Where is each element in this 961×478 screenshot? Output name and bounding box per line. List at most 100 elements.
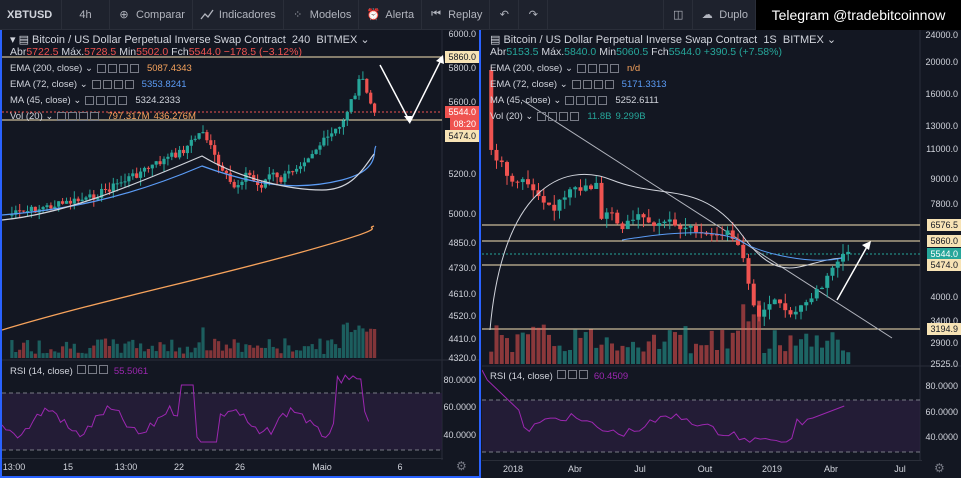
rsi-controls-icon[interactable]: [556, 370, 590, 382]
right-indicator-row[interactable]: Vol (20) ⌄ 11.8B 9.299B: [490, 108, 836, 124]
volume-bar: [189, 352, 193, 358]
collapse-icon[interactable]: ▾ ▤: [10, 34, 33, 46]
price-tick-label: 5200.0: [448, 169, 476, 179]
rsi-tick-label: 40.0000: [443, 430, 476, 440]
volume-bar: [64, 341, 69, 358]
candle-body: [562, 197, 567, 200]
candle-body: [341, 120, 345, 128]
volume-bar: [119, 352, 123, 358]
alert-button[interactable]: ⏰ Alerta: [359, 0, 423, 30]
candle-body: [783, 303, 788, 311]
price-tick-label: 4520.0: [448, 311, 476, 321]
right-indicator-row[interactable]: EMA (200, close) ⌄ n/d: [490, 60, 836, 76]
chevron-down-icon[interactable]: ⌄: [826, 34, 837, 46]
resistance-price-tag: 5860.0: [445, 51, 479, 63]
candle-body: [178, 149, 182, 158]
right-indicator-row[interactable]: MA (45, close) ⌄ 5252.6111: [490, 92, 836, 108]
right-rsi-value: 60.4509: [593, 370, 629, 382]
right-chart-canvas[interactable]: [482, 30, 961, 478]
left-title-row: ▾ ▤ Bitcoin / US Dollar Perpetual Invers…: [10, 33, 370, 46]
indicator-controls-icon[interactable]: [91, 79, 134, 89]
time-tick-label: 2019: [761, 464, 783, 474]
left-indicator-row[interactable]: Vol (20) ⌄ 797.317M 436.276M: [10, 108, 370, 124]
right-chart-panel[interactable]: ▤ Bitcoin / US Dollar Perpetual Inverse …: [482, 30, 961, 478]
volume-bar: [49, 349, 53, 358]
gear-icon[interactable]: ⚙: [934, 461, 945, 475]
ema72-line: [621, 232, 843, 261]
indicators-button[interactable]: Indicadores: [193, 0, 284, 30]
left-indicator-row[interactable]: EMA (200, close) ⌄ 5087.4343: [10, 60, 370, 76]
candle-body: [119, 182, 123, 184]
volume-bar: [673, 332, 677, 364]
price-tick-label: 5600.0: [448, 97, 476, 107]
volume-bar: [322, 353, 326, 358]
candle-body: [33, 206, 37, 213]
indicator-controls-icon[interactable]: [537, 111, 580, 121]
indicator-controls-icon[interactable]: [565, 95, 608, 105]
left-indicator-row[interactable]: EMA (72, close) ⌄ 5353.8241: [10, 76, 370, 92]
candle-body: [154, 161, 158, 165]
candle-body: [96, 197, 100, 200]
volume-bar: [636, 347, 641, 364]
volume-bar: [683, 326, 688, 364]
indicator-controls-icon[interactable]: [571, 79, 614, 89]
indicator-controls-icon[interactable]: [85, 95, 128, 105]
templates-button[interactable]: ⁘ Modelos: [284, 0, 360, 30]
candle-body: [489, 70, 494, 150]
arrow-head: [862, 241, 871, 250]
candle-body: [41, 207, 45, 210]
left-chart-panel[interactable]: ▾ ▤ Bitcoin / US Dollar Perpetual Invers…: [0, 29, 481, 478]
candle-body: [326, 136, 330, 138]
volume-bar: [662, 341, 667, 364]
candle-body: [197, 133, 201, 139]
compare-button[interactable]: ⊕ Comparar: [110, 0, 193, 30]
candle-body: [846, 251, 851, 254]
volume-bar: [345, 322, 349, 358]
ma45-line: [2, 153, 375, 221]
collapse-icon[interactable]: ▤: [490, 34, 504, 46]
left-indicator-row[interactable]: MA (45, close) ⌄ 5324.2333: [10, 92, 370, 108]
volume-bar: [96, 339, 100, 358]
left-time-axis[interactable]: 13:00 15 13:00 22 26 Maio 6: [2, 458, 443, 476]
chevron-down-icon[interactable]: ⌄: [360, 34, 370, 46]
left-symbol-title: Bitcoin / US Dollar Perpetual Inverse Sw…: [32, 34, 286, 46]
candle-body: [25, 211, 30, 213]
volume-bar: [620, 345, 625, 364]
candle-body: [298, 166, 303, 169]
cloud-save-button[interactable]: ☁ Duplo: [693, 0, 756, 30]
candle-body: [334, 128, 338, 134]
undo-button[interactable]: ↶: [490, 0, 520, 30]
candle-body: [142, 167, 147, 172]
indicator-value: 5353.8241: [141, 78, 187, 90]
time-tick-label: Out: [697, 464, 713, 474]
price-tick-label: 5800.0: [448, 63, 476, 73]
rsi-controls-icon[interactable]: [76, 365, 110, 377]
left-price-axis[interactable]: 6000.05800.05600.05400.05200.05000.04850…: [443, 29, 479, 478]
volume-bar: [170, 339, 174, 358]
volume-bar: [604, 337, 609, 364]
replay-button[interactable]: ⏮ Replay: [422, 0, 491, 30]
candle-body: [772, 299, 777, 305]
symbol-search[interactable]: XBTUSD: [0, 0, 62, 30]
right-price-axis[interactable]: 24000.0 20000.0 16000.0 13000.0 11000.0 9000.…: [922, 30, 961, 478]
left-chart-canvas[interactable]: [2, 30, 479, 478]
time-tick-label: Abr: [567, 464, 583, 474]
indicator-controls-icon[interactable]: [576, 63, 619, 73]
volume-bar: [793, 345, 798, 364]
volume-bar: [314, 349, 318, 358]
gear-icon[interactable]: ⚙: [456, 459, 467, 473]
interval-button[interactable]: 4h: [62, 0, 110, 30]
indicator-controls-icon[interactable]: [96, 63, 139, 73]
volume-bar: [568, 349, 572, 364]
candle-body: [709, 234, 714, 236]
indicator-controls-icon[interactable]: [57, 111, 100, 121]
candle-body: [547, 202, 551, 205]
indicator-name: EMA (200, close) ⌄: [490, 62, 573, 74]
candle-body: [279, 177, 283, 182]
right-indicator-row[interactable]: EMA (72, close) ⌄ 5171.3313: [490, 76, 836, 92]
redo-button[interactable]: ↷: [519, 0, 549, 30]
right-time-axis[interactable]: 2018 Abr Jul Out 2019 Abr Jul: [482, 460, 922, 478]
volume-bar: [135, 348, 139, 358]
volume-bar: [228, 348, 232, 358]
layout-button[interactable]: ◫: [663, 0, 694, 30]
